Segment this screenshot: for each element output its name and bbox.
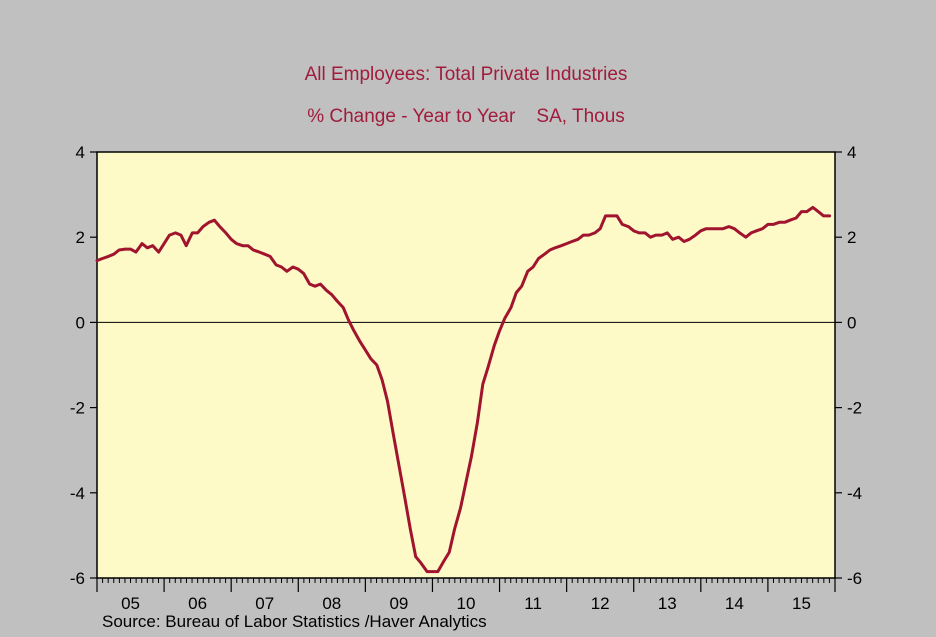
left-y-tick-label: 0 <box>76 313 85 332</box>
right-y-axis: 4 2 0 -2 -4 -6 <box>835 143 862 588</box>
left-y-tick-label: -6 <box>70 569 85 588</box>
x-tick-label: 10 <box>457 594 476 613</box>
x-tick-label: 08 <box>322 594 341 613</box>
x-tick-label: 15 <box>792 594 811 613</box>
chart-subtitle: % Change - Year to Year SA, Thous <box>307 106 625 127</box>
x-tick-label: 14 <box>725 594 744 613</box>
left-y-tick-label: -2 <box>70 399 85 418</box>
x-tick-label: 11 <box>524 594 542 613</box>
x-tick-label: 13 <box>658 594 677 613</box>
right-y-tick-label: 4 <box>847 143 856 162</box>
x-tick-label: 09 <box>389 594 408 613</box>
x-tick-label: 06 <box>188 594 207 613</box>
plot-area <box>96 151 836 579</box>
left-y-tick-label: 2 <box>76 228 85 247</box>
x-tick-label: 12 <box>591 594 610 613</box>
left-y-axis: 4 2 0 -2 -4 -6 <box>70 143 97 588</box>
source-note: Source: Bureau of Labor Statistics /Have… <box>102 612 487 631</box>
right-y-tick-label: 2 <box>847 228 856 247</box>
x-tick-label: 07 <box>255 594 274 613</box>
x-tick-label: 05 <box>121 594 140 613</box>
left-y-tick-label: 4 <box>76 143 85 162</box>
series-group <box>95 205 832 574</box>
series-line <box>95 205 832 574</box>
left-y-tick-label: -4 <box>70 484 85 503</box>
x-axis: 05 06 07 08 09 10 11 12 13 14 15 <box>96 578 836 613</box>
chart-title: All Employees: Total Private Industries <box>305 64 628 85</box>
right-y-tick-label: -2 <box>847 399 862 418</box>
right-y-tick-label: -4 <box>847 484 862 503</box>
right-y-tick-label: 0 <box>847 313 856 332</box>
right-y-tick-label: -6 <box>847 569 862 588</box>
